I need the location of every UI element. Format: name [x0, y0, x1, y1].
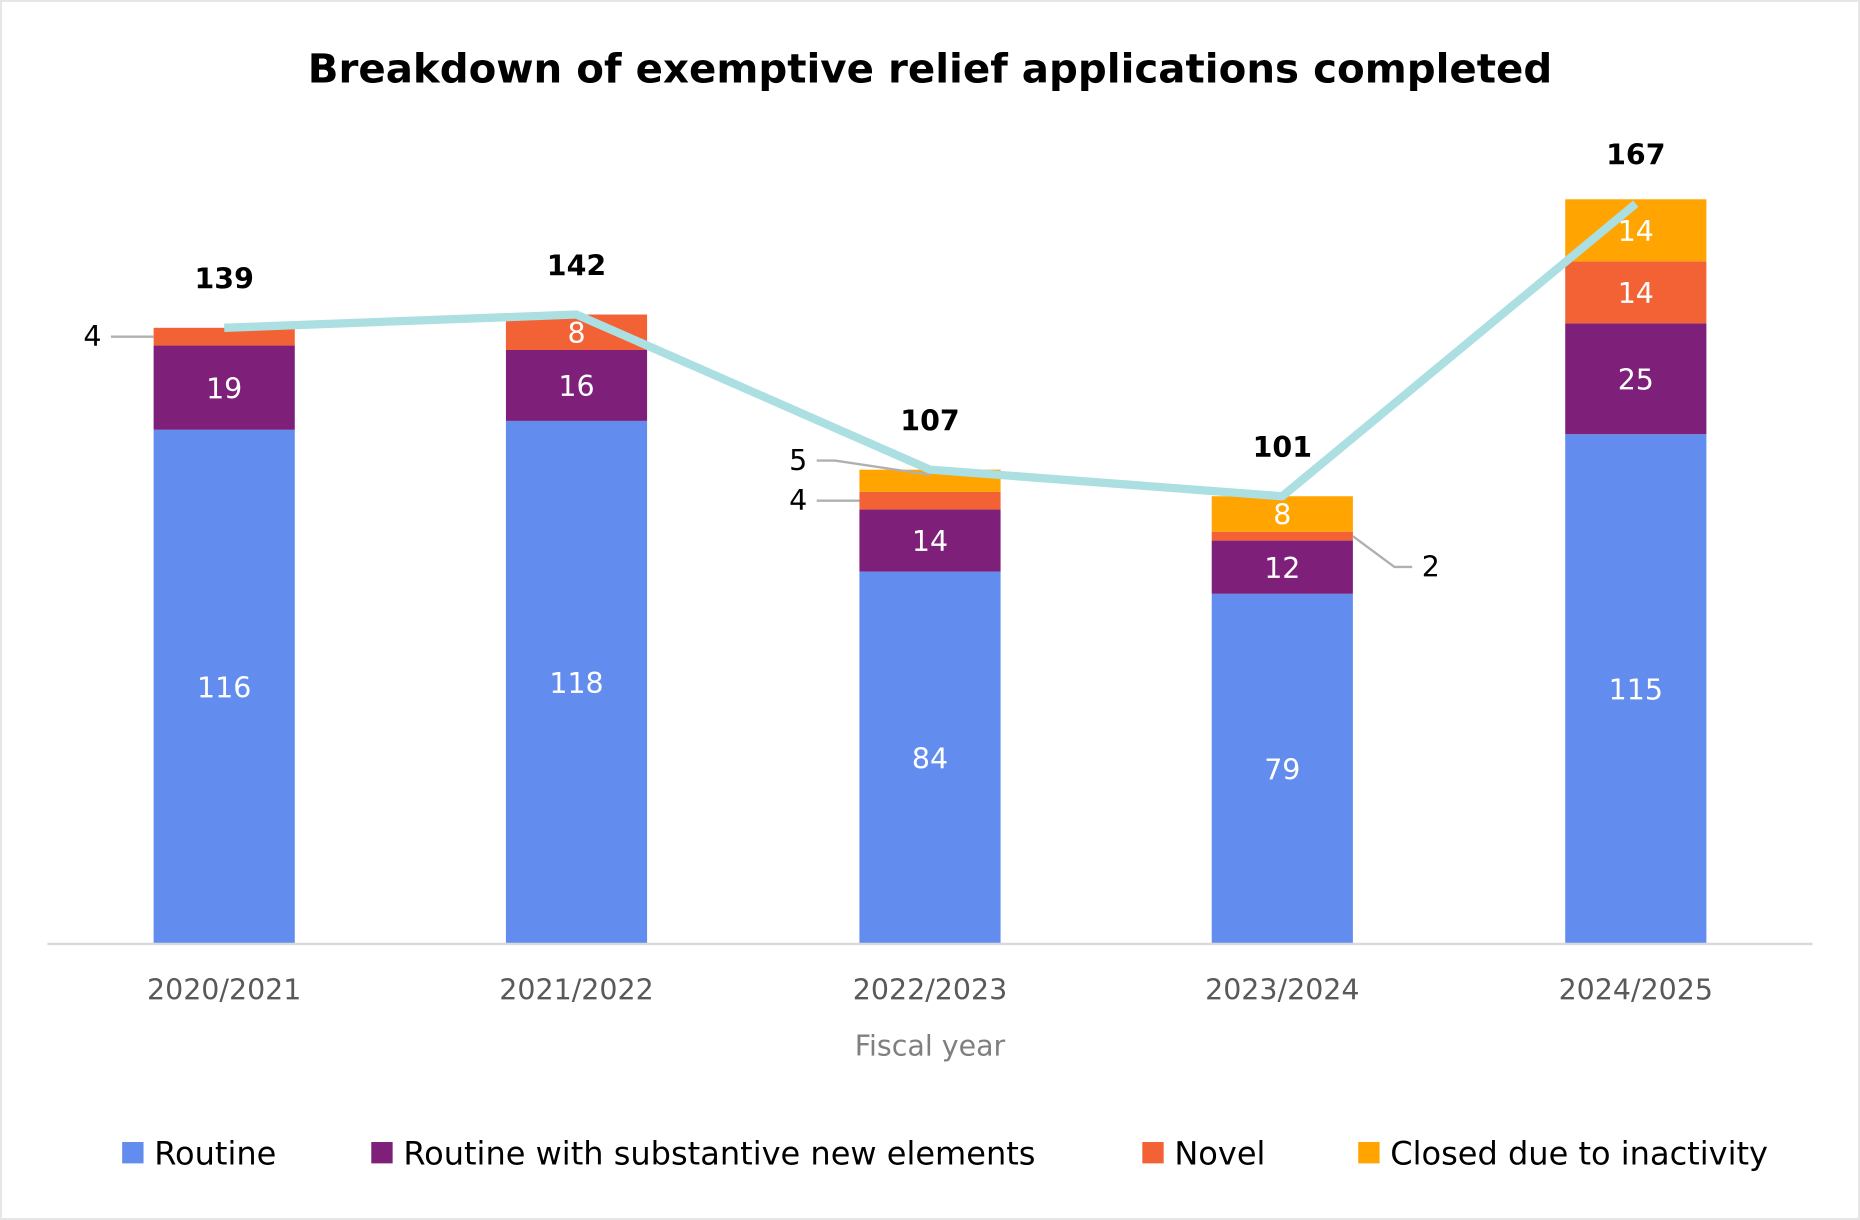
data-label: 2: [1422, 550, 1440, 583]
data-label: 84: [912, 742, 948, 775]
total-label: 101: [1253, 431, 1312, 464]
total-label: 167: [1606, 139, 1665, 172]
data-label: 79: [1264, 754, 1300, 787]
chart-title: Breakdown of exemptive relief applicatio…: [308, 46, 1553, 93]
data-label: 4: [789, 484, 807, 517]
data-label: 19: [206, 372, 242, 405]
legend-label: Novel: [1174, 1135, 1265, 1173]
bar-segment: [1565, 323, 1707, 435]
total-label: 139: [194, 263, 253, 296]
x-tick-label: 2020/2021: [147, 974, 301, 1007]
x-tick-label: 2023/2024: [1205, 974, 1359, 1007]
data-label: 115: [1609, 674, 1663, 707]
data-label: 16: [558, 370, 594, 403]
bar-segment: [859, 509, 1001, 572]
data-label: 25: [1618, 363, 1654, 396]
data-label: 8: [1273, 499, 1291, 532]
legend-label: Closed due to inactivity: [1390, 1135, 1768, 1173]
leader-line: [816, 459, 931, 476]
legend-swatch: [371, 1142, 393, 1164]
legend-swatch: [1142, 1142, 1164, 1164]
total-label: 142: [547, 249, 606, 282]
legend-label: Routine with substantive new elements: [403, 1135, 1035, 1173]
bar-segment: [153, 429, 295, 944]
x-tick-label: 2022/2023: [853, 974, 1007, 1007]
bar-segment: [1211, 593, 1353, 944]
x-tick-label: 2021/2022: [499, 974, 653, 1007]
total-label: 107: [900, 405, 959, 438]
legend-label: Routine: [154, 1135, 276, 1173]
data-label: 8: [567, 317, 585, 350]
legend-swatch: [1358, 1142, 1380, 1164]
total-line: [224, 200, 1639, 501]
data-label: 14: [912, 525, 948, 558]
data-label: 118: [549, 667, 603, 700]
bar-segment: [153, 327, 295, 346]
data-label: 12: [1264, 552, 1300, 585]
data-label: 14: [1618, 277, 1654, 310]
x-axis-label: Fiscal year: [855, 1029, 1006, 1062]
bar-segment: [505, 349, 648, 421]
bar-segment: [153, 345, 295, 430]
bar-segment: [1565, 261, 1707, 324]
data-label: 14: [1618, 215, 1654, 248]
bar-segment: [1565, 199, 1707, 262]
data-label: 116: [197, 672, 251, 705]
bar-segment: [1211, 496, 1353, 532]
bar-segment: [859, 571, 1001, 944]
bar-segment: [1211, 540, 1353, 594]
bar-segment: [1211, 531, 1353, 541]
bar-segment: [505, 420, 648, 944]
x-tick-label: 2024/2025: [1559, 974, 1713, 1007]
bar-segment: [859, 491, 1001, 510]
data-label: 5: [789, 444, 807, 477]
legend-swatch: [122, 1142, 144, 1164]
data-label: 4: [83, 320, 101, 353]
bar-segment: [1565, 434, 1707, 944]
leader-line: [1352, 535, 1413, 569]
